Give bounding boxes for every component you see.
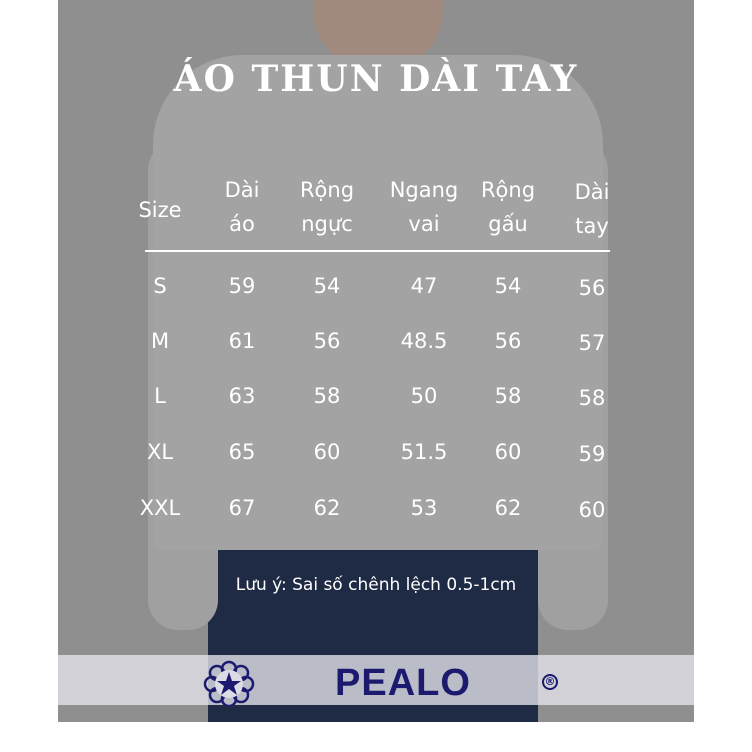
measurement-cell: 53 [410,496,438,520]
flower-star-icon [203,660,255,706]
measurement-cell: 62 [494,496,522,520]
registered-mark: ® [542,674,558,690]
measurement-cell: 60 [313,440,341,464]
measurement-cell: 59 [578,442,606,466]
size-label: XL [146,440,174,464]
measurement-cell: 56 [578,276,606,300]
measurement-cell: 67 [228,496,256,520]
column-header: Rộng [480,178,536,202]
column-header: tay [575,214,609,238]
column-header: gấu [488,212,528,236]
tolerance-note: Lưu ý: Sai số chênh lệch 0.5-1cm [235,575,517,595]
measurement-cell: 47 [410,274,438,298]
measurement-cell: 61 [228,329,256,353]
size-label: L [154,384,166,408]
measurement-cell: 56 [494,329,522,353]
column-header: áo [229,212,255,236]
measurement-cell: 62 [313,496,341,520]
measurement-cell: 54 [494,274,522,298]
measurement-cell: 48.5 [400,329,448,353]
page-title: ÁO THUN DÀI TAY [173,58,579,100]
brand-banner [58,655,694,705]
column-header: Ngang [389,178,459,202]
brand-logo: PEALO [335,662,471,704]
measurement-cell: 65 [228,440,256,464]
measurement-cell: 60 [578,498,606,522]
column-header: Dài [224,178,260,202]
measurement-cell: 50 [410,384,438,408]
measurement-cell: 58 [313,384,341,408]
header-divider [145,250,610,252]
size-label: M [150,329,170,353]
measurement-cell: 58 [494,384,522,408]
measurement-cell: 54 [313,274,341,298]
product-photo [58,0,694,722]
shirt [153,55,603,550]
measurement-cell: 60 [494,440,522,464]
column-header: ngực [301,212,353,236]
column-header: Dài [574,180,610,204]
measurement-cell: 57 [578,331,606,355]
measurement-cell: 58 [578,386,606,410]
size-label: S [153,274,167,298]
measurement-cell: 59 [228,274,256,298]
column-header: vai [408,212,440,236]
column-header: Rộng [299,178,355,202]
size-label: XXL [139,496,181,520]
measurement-cell: 56 [313,329,341,353]
column-header: Size [138,198,182,222]
measurement-cell: 63 [228,384,256,408]
measurement-cell: 51.5 [400,440,448,464]
